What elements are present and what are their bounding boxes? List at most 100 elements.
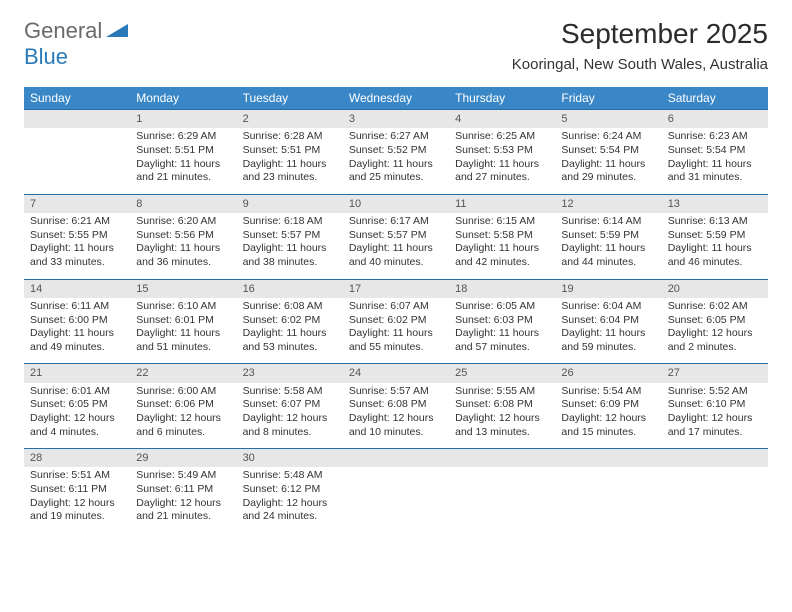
- sunrise-text: Sunrise: 6:01 AM: [30, 385, 124, 399]
- sunset-text: Sunset: 6:04 PM: [561, 314, 655, 328]
- daylight-text: Daylight: 12 hours and 17 minutes.: [668, 412, 762, 439]
- day-info: Sunrise: 6:27 AMSunset: 5:52 PMDaylight:…: [343, 128, 449, 194]
- sunset-text: Sunset: 5:59 PM: [561, 229, 655, 243]
- day-info: Sunrise: 6:21 AMSunset: 5:55 PMDaylight:…: [24, 213, 130, 279]
- day-number: 25: [449, 364, 555, 383]
- sunrise-text: Sunrise: 6:29 AM: [136, 130, 230, 144]
- day-info: Sunrise: 6:11 AMSunset: 6:00 PMDaylight:…: [24, 298, 130, 364]
- logo-blue-wrap: Blue: [24, 44, 68, 70]
- sunset-text: Sunset: 6:05 PM: [668, 314, 762, 328]
- sunset-text: Sunset: 5:55 PM: [30, 229, 124, 243]
- day-info: [24, 128, 130, 194]
- day-number: 30: [237, 449, 343, 468]
- day-info: Sunrise: 5:48 AMSunset: 6:12 PMDaylight:…: [237, 467, 343, 533]
- sunrise-text: Sunrise: 6:28 AM: [243, 130, 337, 144]
- day-info: [662, 467, 768, 533]
- sunrise-text: Sunrise: 5:51 AM: [30, 469, 124, 483]
- day-number: [24, 110, 130, 129]
- month-title: September 2025: [512, 18, 768, 50]
- day-number: 24: [343, 364, 449, 383]
- sunset-text: Sunset: 5:53 PM: [455, 144, 549, 158]
- sunrise-text: Sunrise: 6:02 AM: [668, 300, 762, 314]
- day-number: [662, 449, 768, 468]
- day-info: Sunrise: 6:13 AMSunset: 5:59 PMDaylight:…: [662, 213, 768, 279]
- daylight-text: Daylight: 11 hours and 51 minutes.: [136, 327, 230, 354]
- sunrise-text: Sunrise: 6:04 AM: [561, 300, 655, 314]
- day-info: [555, 467, 661, 533]
- day-number: 15: [130, 279, 236, 298]
- sunrise-text: Sunrise: 6:21 AM: [30, 215, 124, 229]
- day-header: Monday: [130, 87, 236, 110]
- day-number: 14: [24, 279, 130, 298]
- sunset-text: Sunset: 6:09 PM: [561, 398, 655, 412]
- sunset-text: Sunset: 6:12 PM: [243, 483, 337, 497]
- daylight-text: Daylight: 11 hours and 59 minutes.: [561, 327, 655, 354]
- day-number: 16: [237, 279, 343, 298]
- day-info-row: Sunrise: 6:29 AM Sunset: 5:51 PM Daylight:…: [24, 128, 768, 194]
- day-info-row: Sunrise: 6:21 AMSunset: 5:55 PM Daylight:…: [24, 213, 768, 279]
- daylight-text: Daylight: 12 hours and 21 minutes.: [136, 497, 230, 524]
- day-header: Wednesday: [343, 87, 449, 110]
- sunrise-text: Sunrise: 5:57 AM: [349, 385, 443, 399]
- day-info: Sunrise: 6:02 AMSunset: 6:05 PMDaylight:…: [662, 298, 768, 364]
- sunrise-text: Sunrise: 5:49 AM: [136, 469, 230, 483]
- day-info: Sunrise: 6:07 AMSunset: 6:02 PMDaylight:…: [343, 298, 449, 364]
- day-number: 29: [130, 449, 236, 468]
- daylight-text: Daylight: 11 hours and 46 minutes.: [668, 242, 762, 269]
- day-info: Sunrise: 5:57 AMSunset: 6:08 PMDaylight:…: [343, 383, 449, 449]
- day-number: 19: [555, 279, 661, 298]
- day-info: Sunrise: 6:29 AMSunset: 5:51 PMDaylight:…: [130, 128, 236, 194]
- day-number: [449, 449, 555, 468]
- day-number: 4: [449, 110, 555, 129]
- day-number: 8: [130, 194, 236, 213]
- day-number: 10: [343, 194, 449, 213]
- day-info: Sunrise: 6:14 AMSunset: 5:59 PMDaylight:…: [555, 213, 661, 279]
- day-info-row: Sunrise: 6:01 AMSunset: 6:05 PM Daylight:…: [24, 383, 768, 449]
- day-info: Sunrise: 6:10 AMSunset: 6:01 PMDaylight:…: [130, 298, 236, 364]
- sunset-text: Sunset: 5:59 PM: [668, 229, 762, 243]
- day-info: [343, 467, 449, 533]
- day-number: 9: [237, 194, 343, 213]
- sunset-text: Sunset: 5:56 PM: [136, 229, 230, 243]
- day-number-row: 78910111213: [24, 194, 768, 213]
- day-number-row: 282930: [24, 449, 768, 468]
- day-number: [555, 449, 661, 468]
- calendar-table: SundayMondayTuesdayWednesdayThursdayFrid…: [24, 87, 768, 533]
- sunset-text: Sunset: 6:08 PM: [349, 398, 443, 412]
- logo-text-blue: Blue: [24, 44, 68, 69]
- daylight-text: Daylight: 11 hours and 57 minutes.: [455, 327, 549, 354]
- day-info: Sunrise: 6:18 AMSunset: 5:57 PMDaylight:…: [237, 213, 343, 279]
- day-number: [343, 449, 449, 468]
- day-info: Sunrise: 6:17 AMSunset: 5:57 PMDaylight:…: [343, 213, 449, 279]
- sunset-text: Sunset: 5:51 PM: [243, 144, 337, 158]
- sunrise-text: Sunrise: 6:15 AM: [455, 215, 549, 229]
- day-number-row: 21222324252627: [24, 364, 768, 383]
- sunset-text: Sunset: 6:05 PM: [30, 398, 124, 412]
- daylight-text: Daylight: 12 hours and 24 minutes.: [243, 497, 337, 524]
- day-number: 22: [130, 364, 236, 383]
- day-info: Sunrise: 6:08 AMSunset: 6:02 PMDaylight:…: [237, 298, 343, 364]
- sunset-text: Sunset: 5:54 PM: [668, 144, 762, 158]
- daylight-text: Daylight: 11 hours and 44 minutes.: [561, 242, 655, 269]
- sunrise-text: Sunrise: 5:48 AM: [243, 469, 337, 483]
- logo: General: [24, 18, 130, 44]
- day-number: 6: [662, 110, 768, 129]
- daylight-text: Daylight: 12 hours and 15 minutes.: [561, 412, 655, 439]
- day-number: 20: [662, 279, 768, 298]
- daylight-text: Daylight: 12 hours and 13 minutes.: [455, 412, 549, 439]
- daylight-text: Daylight: 11 hours and 42 minutes.: [455, 242, 549, 269]
- logo-triangle-icon: [106, 21, 128, 42]
- day-header: Saturday: [662, 87, 768, 110]
- sunset-text: Sunset: 6:08 PM: [455, 398, 549, 412]
- day-number: 21: [24, 364, 130, 383]
- sunrise-text: Sunrise: 5:54 AM: [561, 385, 655, 399]
- day-info: Sunrise: 6:25 AMSunset: 5:53 PMDaylight:…: [449, 128, 555, 194]
- day-number: 23: [237, 364, 343, 383]
- sunrise-text: Sunrise: 5:55 AM: [455, 385, 549, 399]
- daylight-text: Daylight: 11 hours and 25 minutes.: [349, 158, 443, 185]
- sunset-text: Sunset: 6:02 PM: [349, 314, 443, 328]
- sunset-text: Sunset: 5:54 PM: [561, 144, 655, 158]
- day-header: Friday: [555, 87, 661, 110]
- day-number: 3: [343, 110, 449, 129]
- daylight-text: Daylight: 11 hours and 40 minutes.: [349, 242, 443, 269]
